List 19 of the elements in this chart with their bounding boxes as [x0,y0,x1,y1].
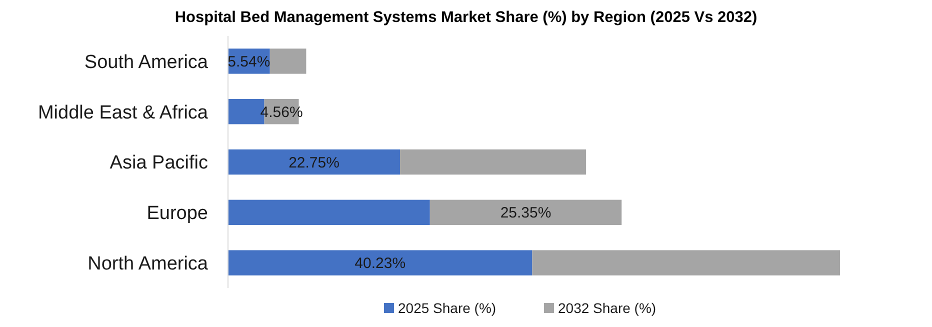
bar [228,200,430,225]
legend-label: 2025 Share (%) [398,300,496,316]
data-label: 5.54% [228,53,270,70]
y-tick-label: Asia Pacific [110,152,208,174]
chart-title: Hospital Bed Management Systems Market Share (%) by Region (2025 Vs 2032) [174,9,758,26]
data-label: 25.35% [500,204,552,222]
bar [430,200,622,225]
bar [532,250,840,276]
bar [228,149,400,175]
y-tick-label: Europe [146,203,208,224]
y-tick-label: Middle East & Africa [38,102,208,124]
data-label: 40.23% [354,255,406,272]
y-tick-label: South America [84,52,208,73]
bar [270,48,306,74]
bar [400,149,586,175]
y-tick-label: North America [88,253,208,274]
legend-label: 2032 Share (%) [558,300,656,316]
data-label: 22.75% [288,154,340,172]
bar [228,250,532,276]
